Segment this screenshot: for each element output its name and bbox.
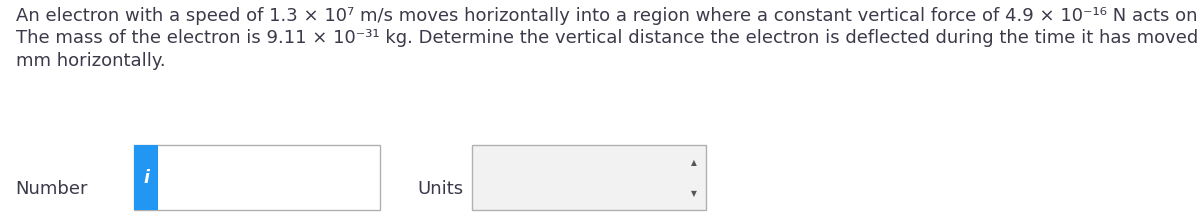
Text: An electron with a speed of 1.3 × 10⁷ m/s moves horizontally into a region where: An electron with a speed of 1.3 × 10⁷ m/… bbox=[16, 7, 1200, 70]
Text: Number: Number bbox=[16, 180, 88, 198]
FancyBboxPatch shape bbox=[134, 145, 380, 210]
Text: Units: Units bbox=[418, 180, 463, 198]
FancyBboxPatch shape bbox=[134, 145, 158, 210]
Text: i: i bbox=[144, 169, 150, 187]
Text: ▲: ▲ bbox=[691, 158, 696, 167]
Text: ▼: ▼ bbox=[691, 189, 696, 198]
FancyBboxPatch shape bbox=[472, 145, 706, 210]
